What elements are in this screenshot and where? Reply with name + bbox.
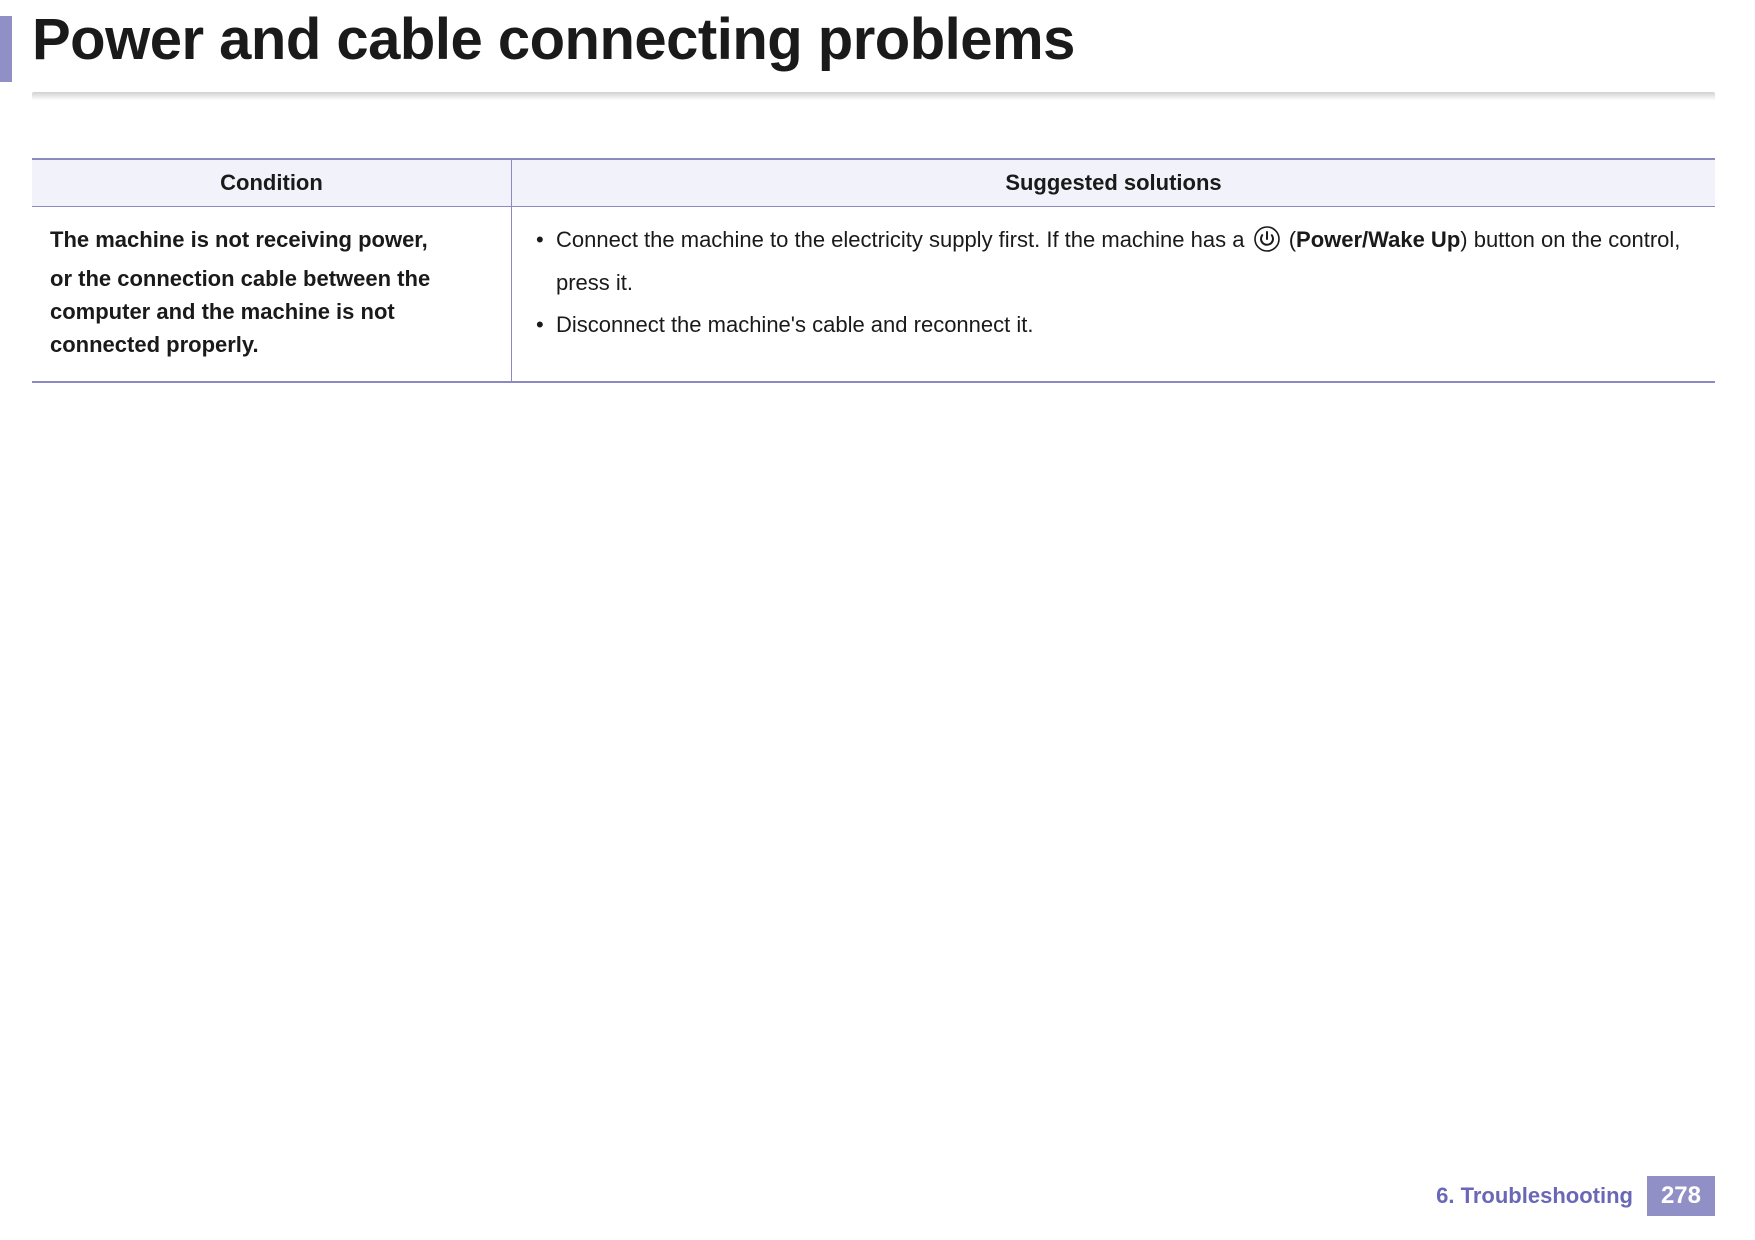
solution-item-2: Disconnect the machine's cable and recon… (530, 306, 1697, 343)
title-divider (32, 92, 1715, 104)
condition-line-1: The machine is not receiving power, (50, 223, 493, 256)
cell-solutions: Connect the machine to the electricity s… (512, 207, 1715, 381)
table-row: The machine is not receiving power, or t… (32, 207, 1715, 381)
solution-1-bold: Power/Wake Up (1296, 227, 1460, 252)
column-header-condition: Condition (32, 160, 512, 206)
page-footer: 6. Troubleshooting 278 (1436, 1176, 1715, 1216)
table-header-row: Condition Suggested solutions (32, 160, 1715, 207)
solution-1-paren-open: ( (1283, 227, 1296, 252)
cell-condition: The machine is not receiving power, or t… (32, 207, 512, 381)
solution-1-pre: Connect the machine to the electricity s… (556, 227, 1251, 252)
page-title: Power and cable connecting problems (32, 6, 1075, 73)
footer-page-number: 278 (1647, 1176, 1715, 1216)
condition-line-2: or the connection cable between the comp… (50, 262, 493, 361)
power-icon (1253, 225, 1281, 264)
column-header-solutions: Suggested solutions (512, 160, 1715, 206)
troubleshooting-table: Condition Suggested solutions The machin… (32, 158, 1715, 383)
title-accent-bar (0, 16, 12, 82)
solution-item-1: Connect the machine to the electricity s… (530, 221, 1697, 302)
footer-section-label: 6. Troubleshooting (1436, 1183, 1633, 1209)
